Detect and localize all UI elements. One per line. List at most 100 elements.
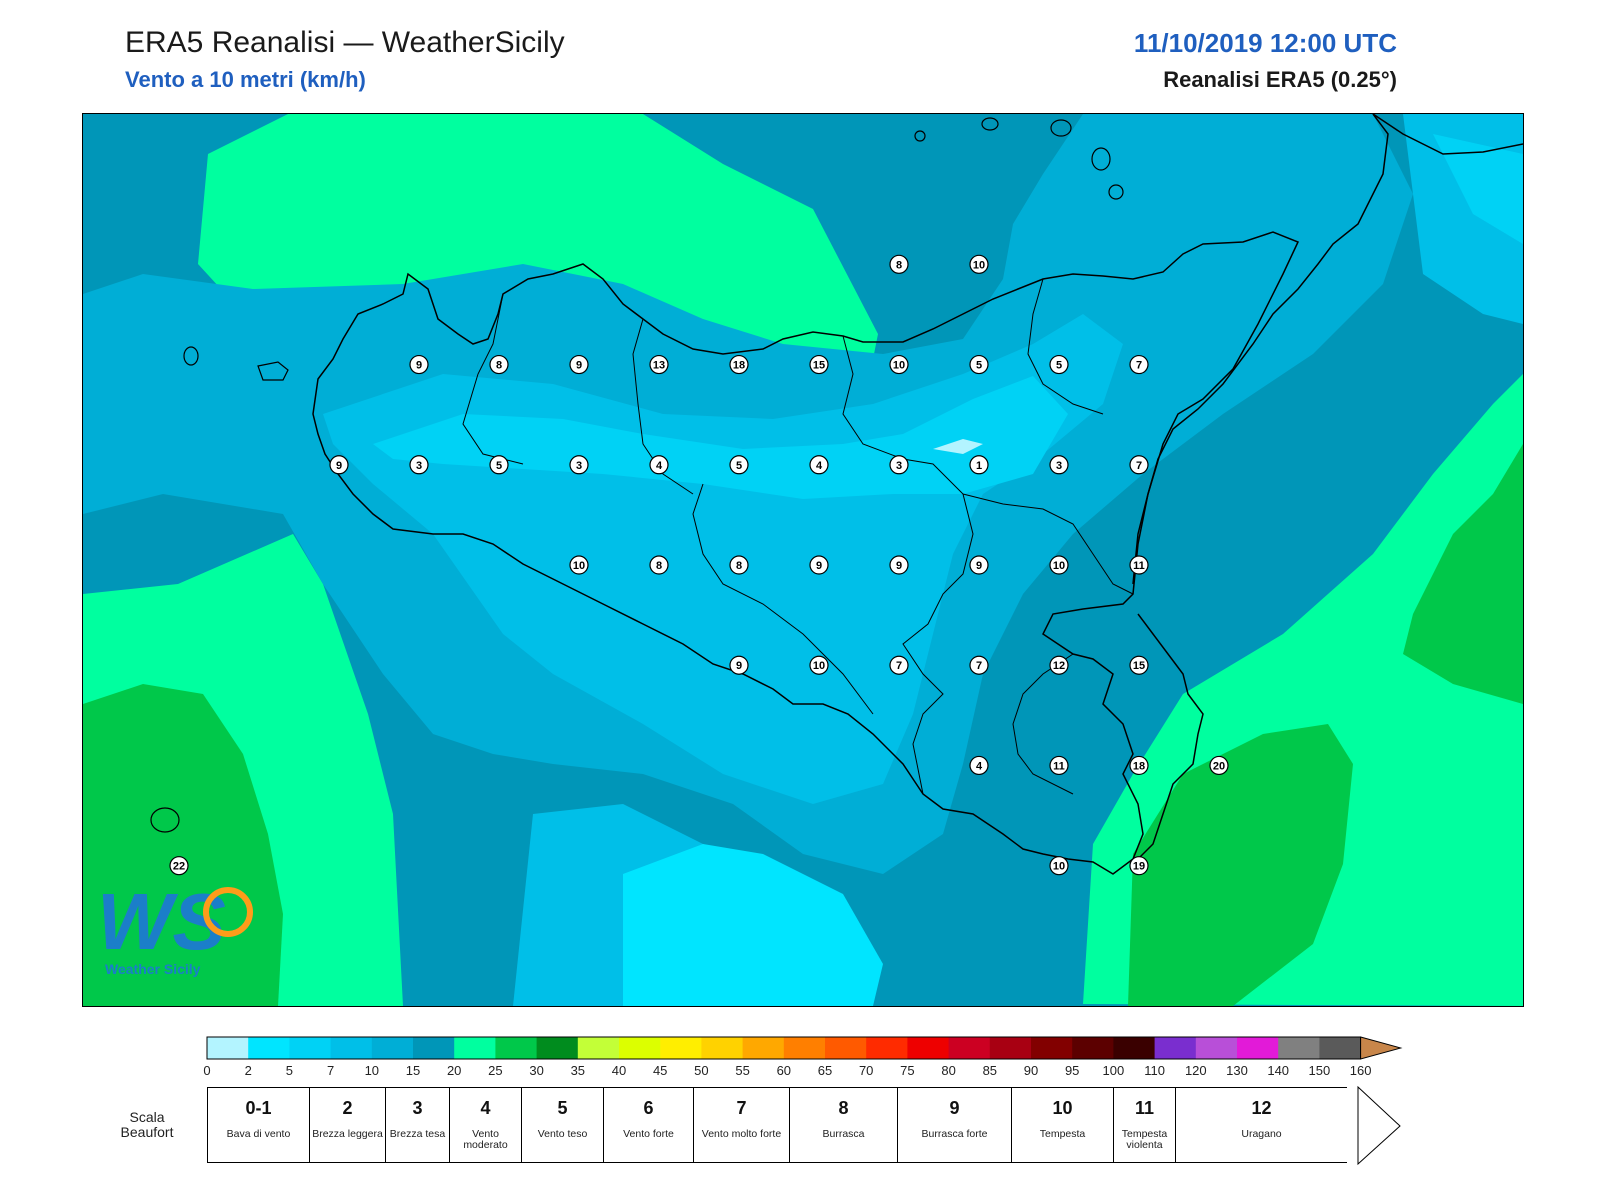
beaufort-number: 0-1: [245, 1098, 272, 1118]
station-value: 8: [656, 560, 662, 572]
beaufort-number: 11: [1134, 1098, 1155, 1118]
wind-band-20-25-southeast: [1128, 724, 1353, 1006]
station-marker: 13: [649, 354, 669, 375]
colorbar-swatch: [742, 1037, 785, 1059]
station-marker: 11: [1049, 755, 1069, 776]
wind-map[interactable]: 8 10 9 8 9 13 18 15 10 5 5 7 9 3 5 3 4 5 4 3 1 3 7 10 8 8 9 9 9 10 11 9…: [82, 113, 1524, 1007]
colorbar-swatch: [1237, 1037, 1279, 1059]
beaufort-cell: 9 Burrasca forte: [897, 1087, 1011, 1163]
station-marker: 10: [569, 555, 589, 575]
station-marker: 5: [729, 455, 749, 475]
station-marker: 5: [1049, 354, 1069, 375]
beaufort-cell: 7 Vento molto forte: [693, 1087, 789, 1163]
station-value: 10: [973, 259, 985, 271]
station-value: 8: [496, 360, 502, 372]
beaufort-description: Vento molto forte: [701, 1128, 782, 1140]
colorbar-tick-label: 140: [1267, 1063, 1290, 1078]
colorbar-tick-label: 0: [203, 1063, 211, 1078]
colorbar-tick-label: 2: [244, 1063, 252, 1078]
beaufort-number: 9: [949, 1098, 960, 1118]
station-marker: 19: [1129, 856, 1149, 876]
colorbar-swatch: [1195, 1037, 1238, 1059]
station-marker: 7: [889, 655, 909, 675]
colorbar-swatch: [207, 1037, 249, 1059]
station-value: 4: [976, 760, 983, 772]
colorbar-tick-label: 85: [982, 1063, 998, 1078]
station-marker: 3: [409, 455, 429, 475]
colorbar-swatch: [413, 1037, 455, 1059]
calabria-coastline: [1132, 114, 1389, 860]
colorbar-swatch: [330, 1037, 373, 1059]
beaufort-cell: 11 Tempesta violenta: [1113, 1087, 1175, 1163]
beaufort-description: Brezza tesa: [389, 1128, 446, 1140]
station-marker: 10: [969, 254, 989, 274]
beaufort-cell: 12 Uragano: [1175, 1087, 1347, 1163]
colorbar-swatch: [1154, 1037, 1197, 1059]
station-marker: 22: [169, 856, 189, 876]
island-lipari: [1091, 147, 1111, 171]
beaufort-number: 5: [557, 1098, 568, 1118]
station-value: 3: [1056, 460, 1062, 472]
station-marker: 8: [489, 354, 509, 375]
beaufort-description: Uragano: [1241, 1128, 1282, 1140]
wind-band-2-5-south: [623, 844, 883, 1006]
colorbar-tick-label: 90: [1023, 1063, 1039, 1078]
station-value: 5: [1056, 360, 1062, 372]
colorbar-swatch: [825, 1037, 867, 1059]
colorbar-swatch: [289, 1037, 332, 1059]
weathersicily-logo: WS Weather Sicily: [97, 877, 253, 977]
station-value: 18: [1133, 760, 1145, 772]
station-marker: 9: [569, 354, 589, 375]
station-value: 9: [736, 660, 742, 672]
station-value: 9: [976, 560, 982, 572]
beaufort-label: Scala Beaufort: [120, 1109, 174, 1140]
colorbar-tick-label: 7: [326, 1063, 335, 1078]
station-marker: 9: [809, 555, 829, 575]
beaufort-description: Vento forte: [623, 1128, 674, 1140]
station-value: 7: [976, 660, 982, 672]
island-marettimo: [183, 346, 199, 366]
colorbar-swatch: [248, 1037, 290, 1059]
colorbar-tick-label: 35: [570, 1063, 586, 1078]
colorbar-swatch: [495, 1037, 538, 1059]
station-value: 11: [1133, 560, 1145, 572]
beaufort-number: 3: [412, 1098, 423, 1118]
island-ustica: [914, 130, 926, 142]
colorbar-tick-label: 20: [446, 1063, 462, 1078]
colorbar-swatch: [1319, 1037, 1362, 1059]
beaufort-number: 12: [1251, 1098, 1272, 1118]
station-marker: 11: [1129, 555, 1149, 575]
station-markers: 8 109 8 9 13 18 15 10 5 5 79 3 5 3 4 5 4 3 1 3 710 8 8 9 9 9 10 119…: [169, 254, 1229, 876]
station-marker: 7: [1129, 354, 1149, 375]
island-favignana: [257, 361, 289, 381]
beaufort-description: Burrasca forte: [921, 1128, 988, 1140]
station-marker: 10: [1049, 555, 1069, 575]
station-value: 10: [1053, 861, 1065, 873]
station-marker: 3: [569, 455, 589, 475]
colorbar-swatch: [577, 1037, 620, 1059]
beaufort-description: Vento teso: [537, 1128, 588, 1140]
colorbar-swatch: [660, 1037, 702, 1059]
beaufort-number: 10: [1052, 1098, 1073, 1118]
station-value: 13: [653, 360, 665, 372]
station-value: 10: [813, 660, 825, 672]
station-value: 7: [1136, 360, 1142, 372]
colorbar-tick-label: 65: [817, 1063, 833, 1078]
beaufort-cell: 3 Brezza tesa: [385, 1087, 449, 1163]
colorbar-tick-label: 55: [735, 1063, 750, 1078]
station-value: 5: [496, 460, 502, 472]
station-value: 10: [1053, 560, 1065, 572]
beaufort-description: Burrasca: [822, 1128, 865, 1140]
apulia-coastline: [1372, 114, 1523, 155]
station-value: 7: [896, 660, 902, 672]
station-marker: 3: [1049, 455, 1069, 475]
station-value: 11: [1053, 760, 1065, 772]
colorbar-tick-label: 50: [694, 1063, 709, 1078]
station-marker: 9: [969, 555, 989, 575]
station-marker: 10: [1049, 856, 1069, 876]
station-marker: 20: [1209, 755, 1229, 776]
map-title: ERA5 Reanalisi — WeatherSicily: [125, 26, 565, 59]
beaufort-number: 2: [342, 1098, 353, 1118]
station-value: 8: [896, 259, 902, 271]
station-value: 4: [816, 460, 823, 472]
